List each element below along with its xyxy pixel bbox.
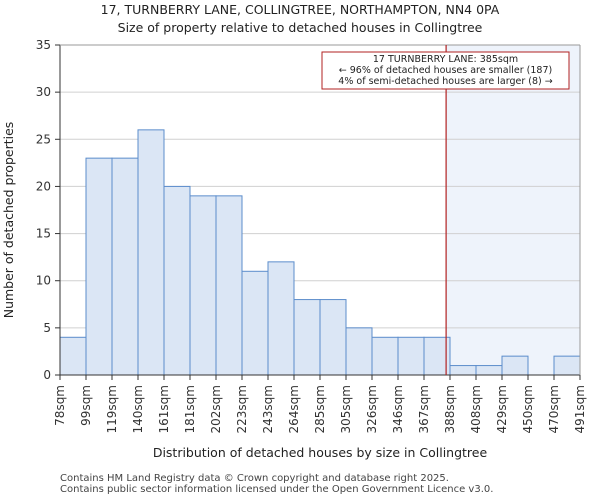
- x-tick-label: 408sqm: [469, 385, 483, 433]
- bar: [293, 299, 321, 376]
- x-tick-label: 264sqm: [287, 385, 301, 433]
- y-tick-label: 35: [36, 38, 51, 52]
- x-tick-label: 491sqm: [573, 385, 587, 433]
- annotation-line: 17 TURNBERRY LANE: 385sqm: [373, 54, 518, 65]
- bar: [267, 261, 295, 376]
- bar: [111, 157, 139, 376]
- annotation-box: [321, 51, 570, 90]
- y-tick-label: 20: [36, 179, 51, 193]
- x-tick-label: 285sqm: [313, 385, 327, 433]
- bar: [449, 365, 477, 376]
- bar: [163, 185, 191, 376]
- x-axis-label: Distribution of detached houses by size …: [153, 445, 488, 460]
- bar: [319, 299, 347, 376]
- x-tick-label: 119sqm: [105, 385, 119, 433]
- bar: [553, 355, 581, 376]
- bar: [241, 270, 269, 376]
- bar: [501, 355, 529, 376]
- x-tick-label: 243sqm: [261, 385, 275, 433]
- footer-line-1: Contains HM Land Registry data © Crown c…: [60, 473, 449, 484]
- bar: [397, 336, 425, 376]
- x-tick-label: 346sqm: [391, 385, 405, 433]
- y-tick-label: 0: [43, 368, 51, 382]
- x-tick-label: 140sqm: [131, 385, 145, 433]
- y-tick-label: 25: [36, 132, 51, 146]
- bar: [137, 129, 165, 376]
- y-tick-label: 10: [36, 274, 51, 288]
- x-tick-label: 161sqm: [157, 385, 171, 433]
- chart-title: 17, TURNBERRY LANE, COLLINGTREE, NORTHAM…: [100, 2, 500, 17]
- y-tick-label: 5: [43, 321, 51, 335]
- y-tick-label: 30: [36, 85, 51, 99]
- bar: [475, 365, 503, 376]
- x-tick-label: 470sqm: [547, 385, 561, 433]
- x-tick-label: 305sqm: [339, 385, 353, 433]
- y-axis-label: Number of detached properties: [1, 122, 16, 319]
- x-tick-label: 202sqm: [209, 385, 223, 433]
- annotation-line: ← 96% of detached houses are smaller (18…: [339, 65, 552, 76]
- footer-line-2: Contains public sector information licen…: [60, 484, 494, 495]
- highlight-region: [446, 45, 580, 375]
- y-tick-label: 15: [36, 227, 51, 241]
- bar: [189, 195, 217, 376]
- chart-subtitle: Size of property relative to detached ho…: [117, 20, 483, 35]
- annotation-line: 4% of semi-detached houses are larger (8…: [338, 76, 552, 87]
- bar: [59, 336, 87, 376]
- bar: [85, 157, 113, 376]
- x-tick-label: 367sqm: [417, 385, 431, 433]
- bar: [371, 336, 399, 376]
- bar: [215, 195, 243, 376]
- bar: [345, 327, 373, 376]
- x-tick-label: 450sqm: [521, 385, 535, 433]
- x-tick-label: 388sqm: [443, 385, 457, 433]
- x-tick-label: 99sqm: [79, 385, 93, 426]
- x-tick-label: 223sqm: [235, 385, 249, 433]
- x-tick-label: 181sqm: [183, 385, 197, 433]
- x-tick-label: 429sqm: [495, 385, 509, 433]
- x-tick-label: 326sqm: [365, 385, 379, 433]
- x-tick-label: 78sqm: [53, 385, 67, 426]
